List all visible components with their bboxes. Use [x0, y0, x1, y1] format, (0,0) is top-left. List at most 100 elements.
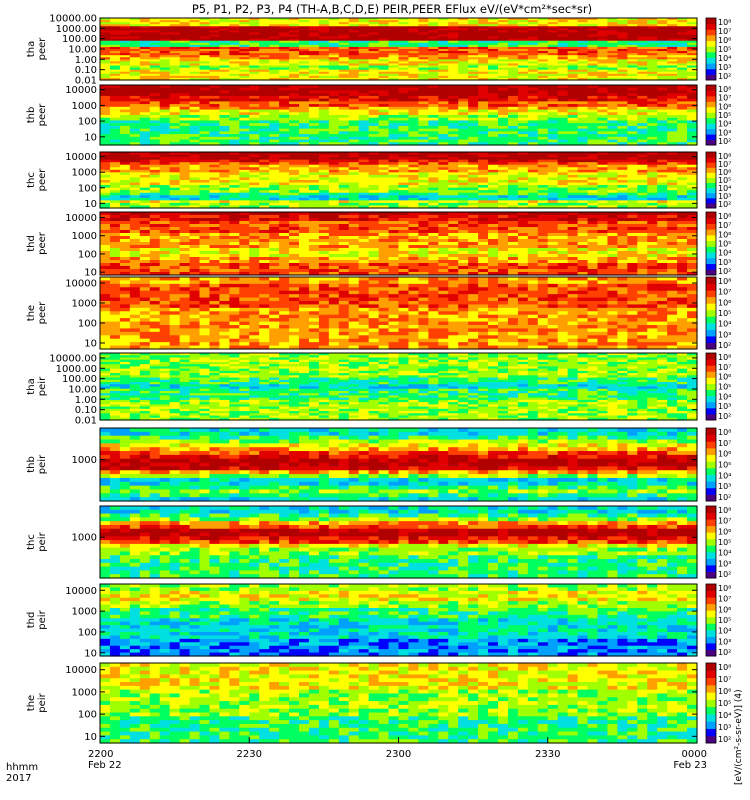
spectrogram-cell — [179, 164, 191, 168]
spectrogram-cell — [647, 44, 658, 48]
spectrogram-cell — [617, 200, 628, 204]
spectrogram-cell — [597, 101, 609, 105]
spectrogram-cell — [219, 71, 230, 75]
spectrogram-cell — [169, 61, 181, 65]
spectrogram-cell — [328, 46, 340, 50]
spectrogram-cell — [657, 128, 668, 132]
spectrogram-cell — [478, 49, 489, 52]
spectrogram-cell — [249, 109, 260, 113]
spectrogram-cell — [149, 36, 161, 40]
spectrogram-cell — [348, 22, 360, 25]
spectrogram-cell — [249, 192, 260, 196]
spectrogram-cell — [378, 117, 390, 122]
spectrogram-cell — [199, 136, 211, 141]
spectrogram-cell — [318, 164, 330, 168]
spectrogram-cell — [617, 195, 628, 199]
spectrogram-cell — [488, 134, 499, 138]
spectrogram-cell — [488, 36, 499, 40]
spectrogram-cell — [557, 61, 569, 65]
spectrogram-cell — [159, 152, 171, 156]
spectrogram-cell — [438, 98, 449, 102]
spectrogram-cell — [517, 71, 529, 75]
spectrogram-cell — [289, 22, 300, 25]
spectrogram-cell — [607, 185, 618, 189]
spectrogram-cell — [299, 187, 310, 191]
spectrogram-cell — [199, 93, 211, 97]
spectrogram-cell — [289, 174, 300, 179]
spectrogram-cell — [199, 200, 211, 204]
spectrogram-cell — [617, 26, 628, 29]
spectrogram-cell — [100, 53, 111, 56]
spectrogram-cell — [269, 167, 280, 171]
spectrogram-cell — [398, 71, 410, 75]
spectrogram-cell — [139, 73, 151, 77]
spectrogram-cell — [388, 69, 400, 73]
spectrogram-cell — [418, 128, 429, 132]
spectrogram-cell — [398, 159, 410, 163]
spectrogram-cell — [199, 20, 211, 23]
spectrogram-cell — [368, 159, 380, 163]
spectrogram-cell — [328, 139, 340, 143]
spectrogram-cell — [100, 136, 111, 141]
spectrogram-cell — [279, 172, 290, 176]
spectrogram-cell — [448, 38, 459, 42]
spectrogram-cell — [269, 162, 280, 166]
spectrogram-cell — [498, 117, 509, 122]
spectrogram-cell — [428, 46, 439, 50]
spectrogram-cell — [259, 73, 270, 77]
spectrogram-cell — [338, 185, 350, 189]
spectrogram-cell — [448, 24, 459, 27]
spectrogram-cell — [557, 112, 569, 116]
spectrogram-cell — [637, 98, 648, 102]
spectrogram-cell — [517, 55, 529, 58]
spectrogram-cell — [557, 87, 569, 92]
spectrogram-cell — [577, 73, 589, 77]
spectrogram-cell — [517, 49, 529, 52]
spectrogram-cell — [507, 93, 519, 97]
colorbar-segment — [706, 182, 716, 189]
spectrogram-cell — [657, 40, 668, 44]
spectrogram-cell — [348, 172, 360, 176]
spectrogram-cell — [498, 159, 509, 163]
spectrogram-cell — [527, 185, 539, 189]
spectrogram-cell — [647, 63, 658, 67]
spectrogram-cell — [179, 69, 191, 73]
spectrogram-cell — [378, 36, 390, 40]
spectrogram-cell — [338, 154, 350, 158]
spectrogram-cell — [388, 93, 400, 97]
spectrogram-cell — [299, 63, 310, 67]
spectrogram-cell — [119, 22, 131, 25]
spectrogram-cell — [448, 120, 459, 124]
spectrogram-cell — [249, 123, 260, 127]
spectrogram-cell — [408, 65, 419, 69]
spectrogram-cell — [627, 164, 638, 168]
spectrogram-cell — [269, 136, 280, 141]
spectrogram-cell — [259, 65, 270, 69]
spectrogram-cell — [587, 67, 599, 71]
spectrogram-cell — [219, 177, 230, 181]
spectrogram-cell — [458, 128, 469, 132]
spectrogram-cell — [398, 34, 410, 38]
spectrogram-cell — [398, 192, 410, 196]
spectrogram-cell — [517, 185, 529, 189]
spectrogram-cell — [139, 192, 151, 196]
spectrogram-cell — [308, 174, 320, 179]
spectrogram-cell — [139, 104, 151, 108]
spectrogram-cell — [129, 180, 141, 184]
spectrogram-cell — [269, 51, 280, 54]
spectrogram-cell — [667, 152, 678, 156]
spectrogram-cell — [597, 77, 609, 81]
spectrogram-cell — [139, 20, 151, 23]
spectrogram-cell — [398, 65, 410, 69]
spectrogram-cell — [100, 36, 111, 40]
spectrogram-cell — [388, 98, 400, 102]
spectrogram-cell — [418, 192, 429, 196]
spectrogram-cell — [478, 28, 489, 31]
spectrogram-cell — [667, 90, 678, 94]
spectrogram-cell — [597, 40, 609, 44]
spectrogram-cell — [129, 46, 141, 50]
spectrogram-cell — [299, 120, 310, 124]
spectrogram-cell — [100, 55, 111, 58]
spectrogram-cell — [149, 109, 161, 113]
spectrogram-cell — [587, 44, 599, 48]
